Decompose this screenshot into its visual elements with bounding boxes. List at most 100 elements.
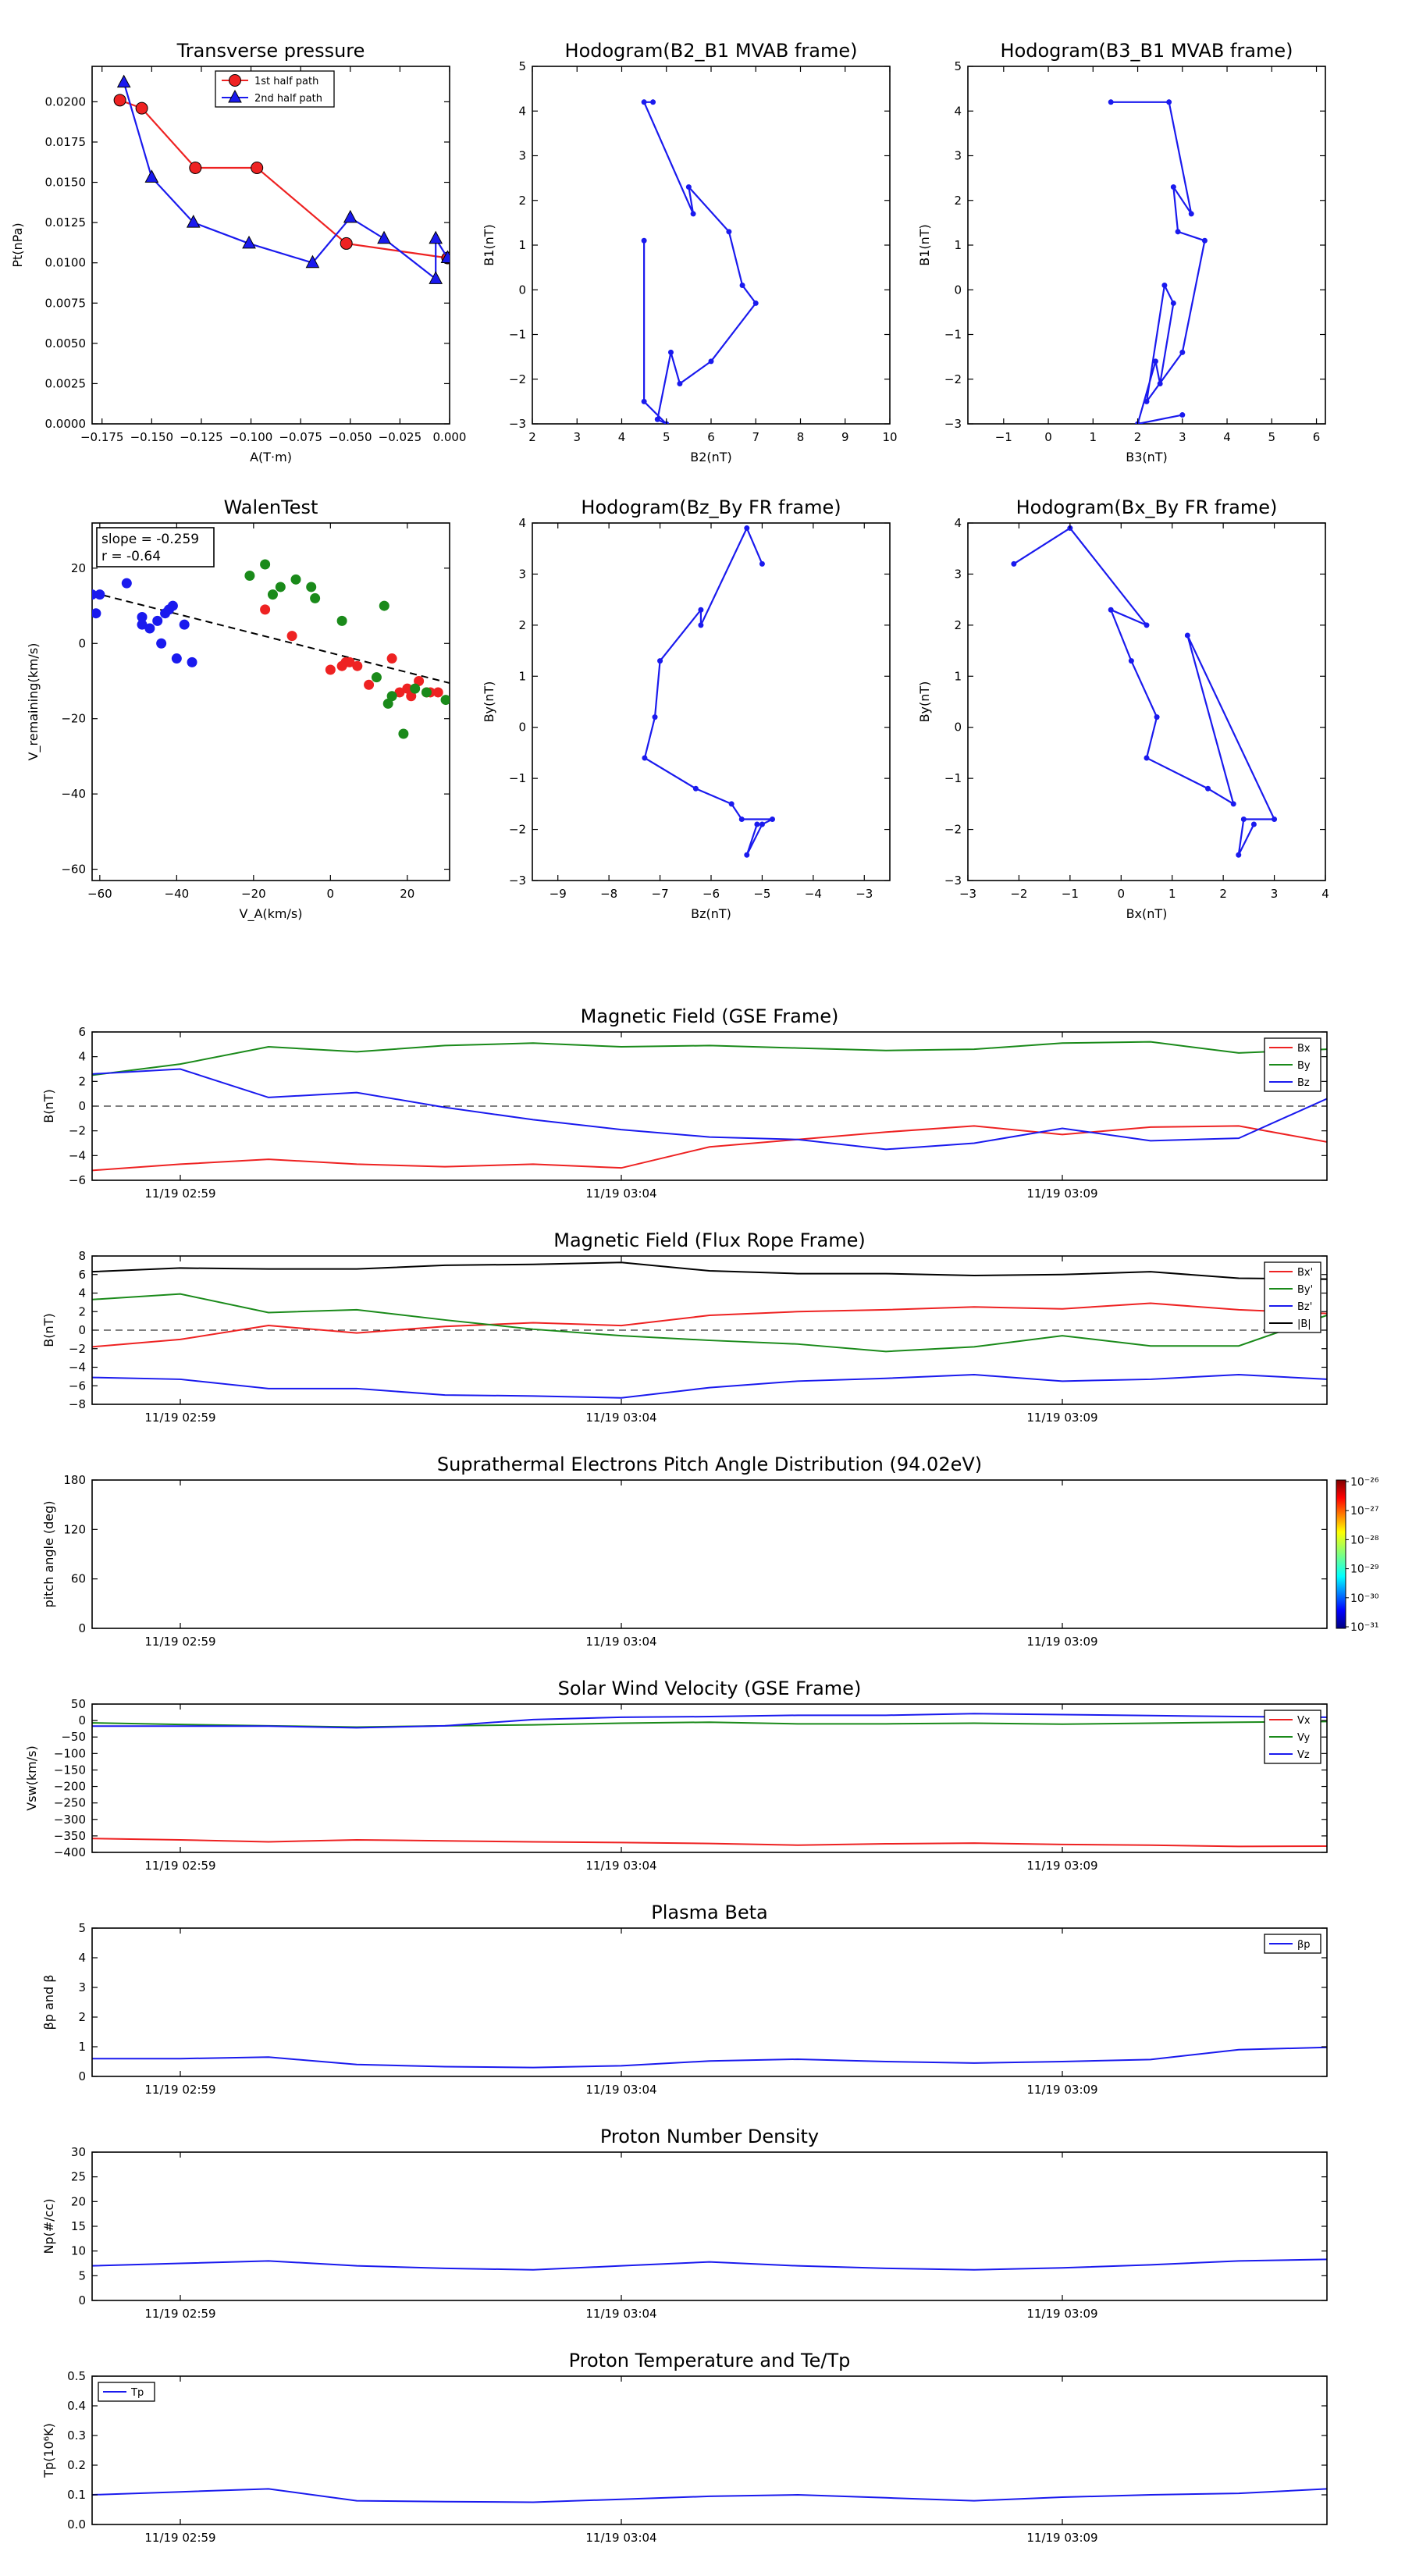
walen-green-point	[421, 687, 432, 698]
h2-xtick-label: −1	[995, 430, 1012, 444]
walen-annotation-slope: slope = -0.259	[101, 532, 199, 547]
h1-xtick-label: 3	[573, 430, 581, 444]
tp-ytick-label: 0.3	[67, 2428, 86, 2443]
pt-series-point	[429, 271, 443, 284]
walen-ytick-label: 20	[71, 561, 86, 575]
walen-green-point	[290, 574, 301, 585]
bfr-ytick-label: 4	[78, 1286, 86, 1300]
h4-series-point	[1272, 816, 1278, 822]
h3-series-point	[744, 525, 750, 532]
h4-plot: Hodogram(Bx_By FR frame) −3 −2 −1 0 1 2 3 4 −3 −2 −…	[917, 496, 1329, 921]
bgse-legend-label: By	[1297, 1060, 1311, 1072]
walen-blue-point	[137, 619, 148, 630]
bgse-xtick-label: 11/19 03:09	[1026, 1187, 1097, 1201]
walen-blue-point	[94, 589, 105, 600]
pt-xtick-label: −0.075	[279, 430, 322, 444]
h2-ylabel: B1(nT)	[917, 224, 932, 266]
pt-series-point	[251, 161, 264, 174]
h4-series-point	[1144, 622, 1150, 628]
bfr-xtick-label: 11/19 02:59	[144, 1411, 215, 1425]
pad-title: Suprathermal Electrons Pitch Angle Distr…	[437, 1453, 982, 1475]
walen-ytick-label: −60	[61, 863, 86, 877]
walen-ytick-label: 0	[78, 636, 86, 650]
pt-ytick-label: 0.0050	[45, 336, 87, 350]
tp-legend-group: Tp	[98, 2382, 155, 2402]
pt-frame	[91, 66, 450, 425]
np-ytick-label: 10	[71, 2244, 86, 2258]
walen-green-point	[398, 728, 409, 739]
vsw-ytick-label: 0	[78, 1713, 86, 1727]
walen-fit-line	[92, 591, 450, 685]
vsw-frame	[91, 1703, 1328, 1853]
bfr-series-Bx'	[92, 1302, 1327, 1348]
walen-blue-point	[187, 656, 197, 667]
np-ytick-label: 20	[71, 2194, 86, 2208]
walen-red-point	[260, 604, 271, 615]
h1-series-point	[739, 283, 745, 289]
h2-ytick-label: 0	[954, 283, 962, 297]
h2-series-point	[1179, 412, 1186, 418]
h4-xtick-label: −3	[959, 887, 976, 901]
pad-colorbar	[1336, 1479, 1346, 1629]
h4-series-point	[1236, 852, 1242, 858]
pad-colorbar-label: 10⁻³⁰	[1350, 1592, 1379, 1605]
h3-xtick-label: −9	[550, 887, 567, 901]
h1-xlabel: B2(nT)	[690, 450, 732, 464]
h1-series-point	[726, 229, 732, 235]
pad-ytick-label: 60	[71, 1572, 86, 1586]
h1-ytick-label: 5	[518, 59, 526, 73]
pt-ylabel: Pt(nPa)	[10, 222, 25, 267]
np-xtick-label: 11/19 03:09	[1026, 2307, 1097, 2321]
vsw-ytick-label: −250	[54, 1796, 86, 1810]
vsw-series-Vx	[92, 1838, 1327, 1848]
beta-ytick-label: 5	[78, 1921, 86, 1935]
h1-xtick-label: 2	[528, 430, 536, 444]
bgse-ytick-label: 6	[78, 1025, 86, 1039]
h2-series-point	[1170, 184, 1176, 190]
bfr-xtick-label: 11/19 03:09	[1026, 1411, 1097, 1425]
walen-red-point	[402, 683, 413, 694]
walen-ylabel: V_remaining(km/s)	[26, 643, 41, 761]
bfr-ytick-label: −4	[69, 1361, 86, 1375]
beta-title: Plasma Beta	[651, 1902, 767, 1923]
pad-ytick-label: 0	[78, 1621, 86, 1635]
pt-series-point	[186, 215, 201, 228]
h1-series-point	[677, 380, 683, 386]
np-ytick-label: 30	[71, 2145, 86, 2159]
vsw-ylabel: Vsw(km/s)	[24, 1745, 39, 1810]
h3-series-point	[759, 821, 765, 827]
h2-xtick-label: 3	[1179, 430, 1186, 444]
h3-xtick-label: −8	[600, 887, 617, 901]
pt-title: Transverse pressure	[176, 40, 365, 62]
tp-xtick-label: 11/19 03:09	[1026, 2531, 1097, 2545]
h1-series-point	[641, 237, 647, 244]
walen-title: WalenTest	[224, 496, 318, 518]
np-frame	[91, 2151, 1328, 2301]
pt-xtick-label: 0.000	[433, 430, 467, 444]
vsw-legend-label: Vy	[1297, 1732, 1311, 1744]
pt-series-line	[123, 82, 449, 281]
pt-series-point	[189, 161, 202, 174]
h2-xtick-label: 4	[1223, 430, 1231, 444]
beta-series-βp	[92, 2046, 1327, 2069]
walen-green-point	[440, 695, 450, 706]
pt-data	[113, 74, 450, 284]
h4-xtick-label: −1	[1062, 887, 1079, 901]
h2-ytick-label: −1	[944, 328, 962, 342]
beta-data	[92, 2046, 1327, 2069]
h3-series-point	[759, 560, 765, 567]
walen-data	[92, 559, 450, 739]
h2-xtick-label: 2	[1134, 430, 1142, 444]
walen-annotation-r: r = -0.64	[101, 549, 161, 564]
h2-frame	[967, 66, 1326, 425]
walen-green-point	[379, 600, 389, 611]
beta-xtick-label: 11/19 03:04	[585, 2083, 656, 2097]
bgse-legend-label: Bz	[1297, 1077, 1310, 1089]
h2-ytick-label: 1	[954, 238, 962, 252]
h1-series-point	[690, 211, 696, 217]
pt-ytick-label: 0.0175	[45, 135, 87, 149]
pad-xtick-label: 11/19 03:04	[585, 1635, 656, 1649]
h4-ytick-label: 4	[954, 516, 962, 530]
h1-xtick-label: 7	[752, 430, 759, 444]
